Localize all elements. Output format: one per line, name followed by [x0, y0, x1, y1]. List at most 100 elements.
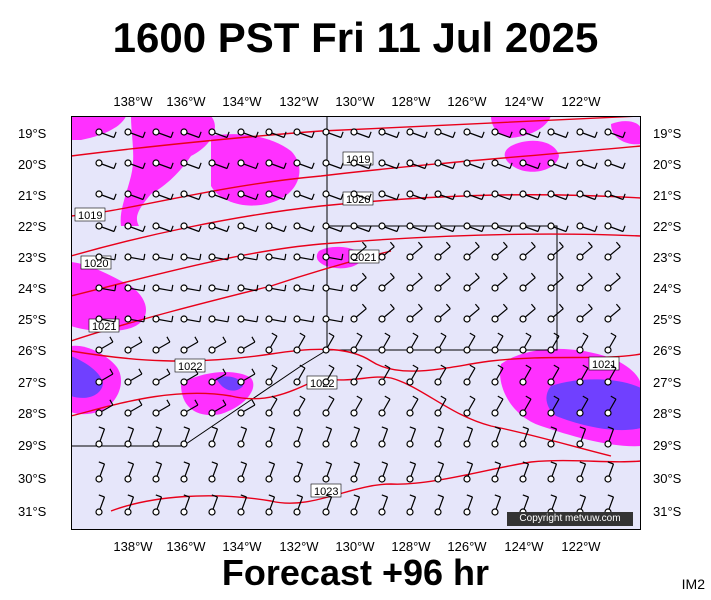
- isobar-label: 1023: [314, 486, 338, 498]
- station-circle: [463, 508, 471, 516]
- station-circle: [406, 315, 414, 323]
- wind-barb-feather: [325, 494, 332, 498]
- station-circle: [208, 190, 216, 198]
- station-circle: [237, 159, 245, 167]
- wind-barb-feather: [328, 395, 335, 400]
- lat-label: 26°S: [653, 343, 682, 358]
- wind-barb-feather: [396, 225, 400, 232]
- station-circle: [491, 346, 499, 354]
- station-circle: [208, 508, 216, 516]
- station-circle: [124, 190, 132, 198]
- wind-barb-feather: [381, 426, 388, 430]
- wind-barb-feather: [296, 461, 303, 465]
- station-circle: [293, 378, 301, 386]
- wind-barb-feather: [440, 332, 447, 337]
- station-circle: [350, 284, 358, 292]
- station-circle: [322, 128, 330, 136]
- station-circle: [434, 378, 442, 386]
- wind-barb-feather: [296, 494, 303, 498]
- wind-barb-feather: [109, 399, 114, 406]
- station-circle: [152, 159, 160, 167]
- station-circle: [576, 284, 584, 292]
- lon-label: 126°W: [447, 539, 487, 554]
- station-circle: [604, 222, 612, 230]
- wind-barb-feather: [565, 193, 569, 200]
- wind-barb-feather: [227, 315, 230, 322]
- station-circle: [519, 159, 527, 167]
- station-circle: [576, 409, 584, 417]
- station-circle: [378, 128, 386, 136]
- isobar-label: 1022: [178, 361, 202, 373]
- wind-barb-feather: [311, 131, 315, 138]
- station-circle: [237, 253, 245, 261]
- station-circle: [463, 378, 471, 386]
- wind-barb-feather: [481, 225, 485, 232]
- wind-barb-feather: [525, 395, 532, 400]
- station-circle: [265, 346, 273, 354]
- station-circle: [406, 378, 414, 386]
- lat-label: 20°S: [653, 157, 682, 172]
- lat-label: 25°S: [653, 312, 682, 327]
- station-circle: [237, 284, 245, 292]
- wind-barb-feather: [226, 131, 230, 138]
- lon-label: 124°W: [504, 539, 544, 554]
- wind-barb-feather: [537, 193, 541, 200]
- station-circle: [491, 409, 499, 417]
- station-circle: [604, 159, 612, 167]
- station-circle: [434, 222, 442, 230]
- station-circle: [491, 475, 499, 483]
- wind-barb-feather: [368, 193, 372, 200]
- wind-barb-feather: [240, 461, 247, 465]
- station-circle: [265, 253, 273, 261]
- station-circle: [322, 440, 330, 448]
- station-circle: [547, 253, 555, 261]
- wind-barb-feather: [553, 364, 560, 369]
- station-circle: [604, 253, 612, 261]
- station-circle: [463, 190, 471, 198]
- isobar-labels: 1019 1019 1020 1020 1021 1021 1021 1022 …: [74, 151, 620, 498]
- wind-barb-feather: [452, 131, 456, 138]
- wind-barb-feather: [183, 426, 190, 430]
- station-circle: [576, 346, 584, 354]
- wind-barb-feather: [127, 426, 134, 430]
- lon-label: 130°W: [335, 539, 375, 554]
- station-circle: [491, 440, 499, 448]
- wind-barb-feather: [579, 494, 586, 498]
- station-circle: [124, 508, 132, 516]
- wind-barb-feather: [409, 461, 416, 465]
- lon-label: 130°W: [335, 94, 375, 109]
- station-circle: [180, 128, 188, 136]
- station-circle: [322, 222, 330, 230]
- isobar-label: 1021: [592, 359, 616, 371]
- station-circle: [95, 315, 103, 323]
- station-circle: [434, 190, 442, 198]
- wind-barb-feather: [311, 162, 315, 169]
- station-circle: [491, 253, 499, 261]
- station-circle: [463, 222, 471, 230]
- wind-barb-feather: [268, 461, 275, 465]
- station-circle: [95, 128, 103, 136]
- station-circle: [208, 253, 216, 261]
- wind-barb-feather: [109, 336, 114, 343]
- station-circle: [293, 253, 301, 261]
- wind-barb-feather: [171, 315, 174, 322]
- wind-barb-feather: [299, 364, 306, 369]
- isobar-label: 1021: [92, 321, 116, 333]
- wind-barb-feather: [522, 494, 529, 498]
- wind-barb-feather: [565, 162, 569, 169]
- lat-label: 27°S: [653, 375, 682, 390]
- wind-barb-feather: [396, 162, 400, 169]
- station-circle: [576, 253, 584, 261]
- wind-barb-feather: [381, 494, 388, 498]
- wind-barb-feather: [502, 303, 508, 310]
- station-circle: [265, 409, 273, 417]
- wind-barb-feather: [530, 272, 536, 279]
- wind-barb-feather: [469, 364, 476, 369]
- wind-barb-feather: [325, 461, 332, 465]
- wind-barb-feather: [256, 315, 259, 322]
- wind-barb-feather: [582, 364, 589, 369]
- station-circle: [95, 440, 103, 448]
- wind-barb-feather: [251, 399, 256, 406]
- wind-barb-feather: [497, 364, 504, 369]
- wind-barb-feather: [494, 461, 501, 465]
